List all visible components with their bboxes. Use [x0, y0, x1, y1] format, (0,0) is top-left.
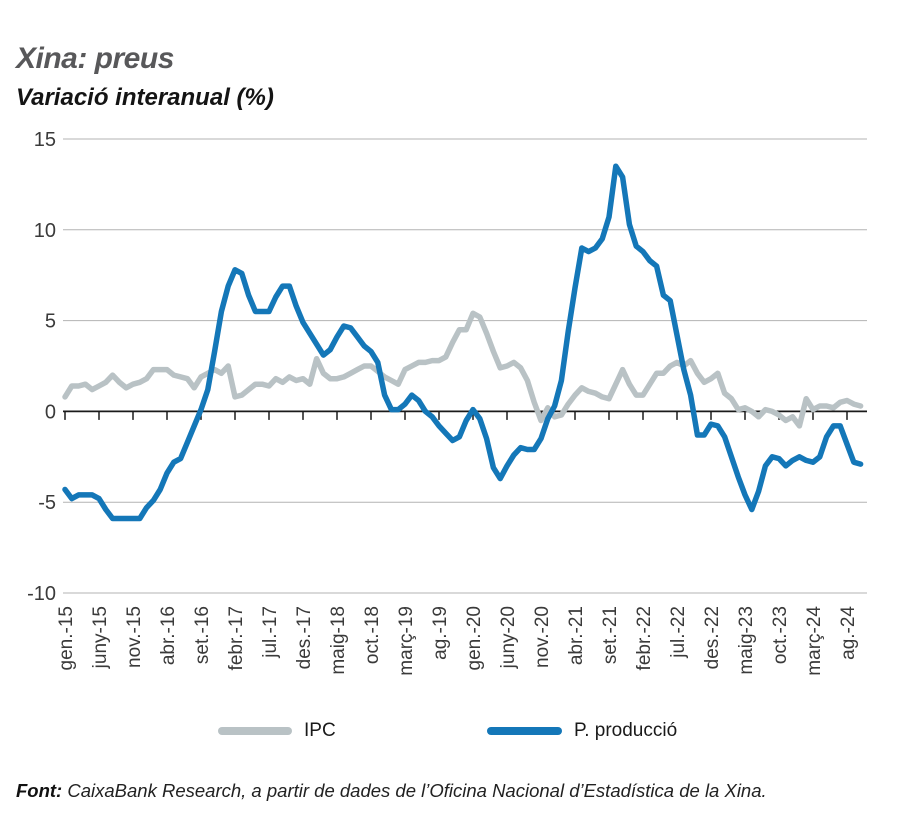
- x-tick-label-set.-16: set.-16: [192, 606, 213, 664]
- x-tick-label-gen.-20: gen.-20: [464, 606, 485, 670]
- x-tick-label-juny-20: juny-20: [498, 606, 519, 669]
- ipc-line-swatch: [218, 727, 292, 735]
- source-label: Font:: [16, 779, 63, 801]
- x-tick-label-juny-15: juny-15: [90, 606, 111, 669]
- legend-label-ipc: IPC: [304, 720, 336, 741]
- chart-legend: IPC P. producció: [0, 714, 900, 748]
- x-tick-label-febr.-17: febr.-17: [226, 606, 247, 670]
- x-tick-label-febr.-22: febr.-22: [634, 606, 655, 670]
- line-chart: 15 10 5 0 -5 -10 gen.-15 juny-15 nov.-15 abr.-16 s…: [0, 120, 900, 712]
- y-tick-label-15: 15: [34, 129, 56, 151]
- series-line-ipc: [62, 310, 864, 429]
- x-tick-label-març-19: març-19: [396, 606, 417, 676]
- x-tick-label-set.-21: set.-21: [600, 606, 621, 664]
- chart-subtitle: Variació interanual (%): [16, 83, 274, 111]
- y-tick-label-0: 0: [45, 401, 56, 423]
- y-tick-label-10: 10: [34, 220, 56, 242]
- x-tick-label-des.-22: des.-22: [702, 606, 723, 669]
- x-tick-label-oct.-23: oct.-23: [770, 606, 791, 664]
- legend-item-ipc: IPC: [218, 720, 336, 742]
- x-tick-label-nov.-15: nov.-15: [124, 606, 145, 668]
- y-tick-label--10: -10: [27, 583, 56, 605]
- source-text: CaixaBank Research, a partir de dades de…: [62, 779, 767, 801]
- y-tick-label--5: -5: [38, 492, 56, 514]
- x-tick-label-ag.-24: ag.-24: [838, 606, 859, 660]
- legend-label-produccio: P. producció: [574, 720, 678, 741]
- x-tick-label-maig-18: maig-18: [328, 606, 349, 675]
- source-note: Font: CaixaBank Research, a partir de da…: [16, 780, 876, 802]
- x-tick-label-abr.-21: abr.-21: [566, 606, 587, 665]
- y-tick-label-5: 5: [45, 311, 56, 333]
- x-tick-label-maig-23: maig-23: [736, 606, 757, 675]
- x-tick-label-abr.-16: abr.-16: [158, 606, 179, 665]
- chart-title: Xina: preus: [16, 42, 174, 76]
- x-tick-label-jul.-17: jul.-17: [260, 606, 281, 659]
- x-tick-label-jul.-22: jul.-22: [668, 606, 689, 659]
- x-tick-label-nov.-20: nov.-20: [532, 606, 553, 668]
- x-tick-label-des.-17: des.-17: [294, 606, 315, 669]
- produccio-line-swatch: [487, 727, 562, 735]
- series-line-produccio: [62, 163, 864, 522]
- legend-item-produccio: P. producció: [487, 720, 677, 742]
- x-tick-label-oct.-18: oct.-18: [362, 606, 383, 664]
- x-tick-label-gen.-15: gen.-15: [56, 606, 77, 670]
- x-tick-label-març-24: març-24: [804, 606, 825, 676]
- x-tick-label-ag.-19: ag.-19: [430, 606, 451, 660]
